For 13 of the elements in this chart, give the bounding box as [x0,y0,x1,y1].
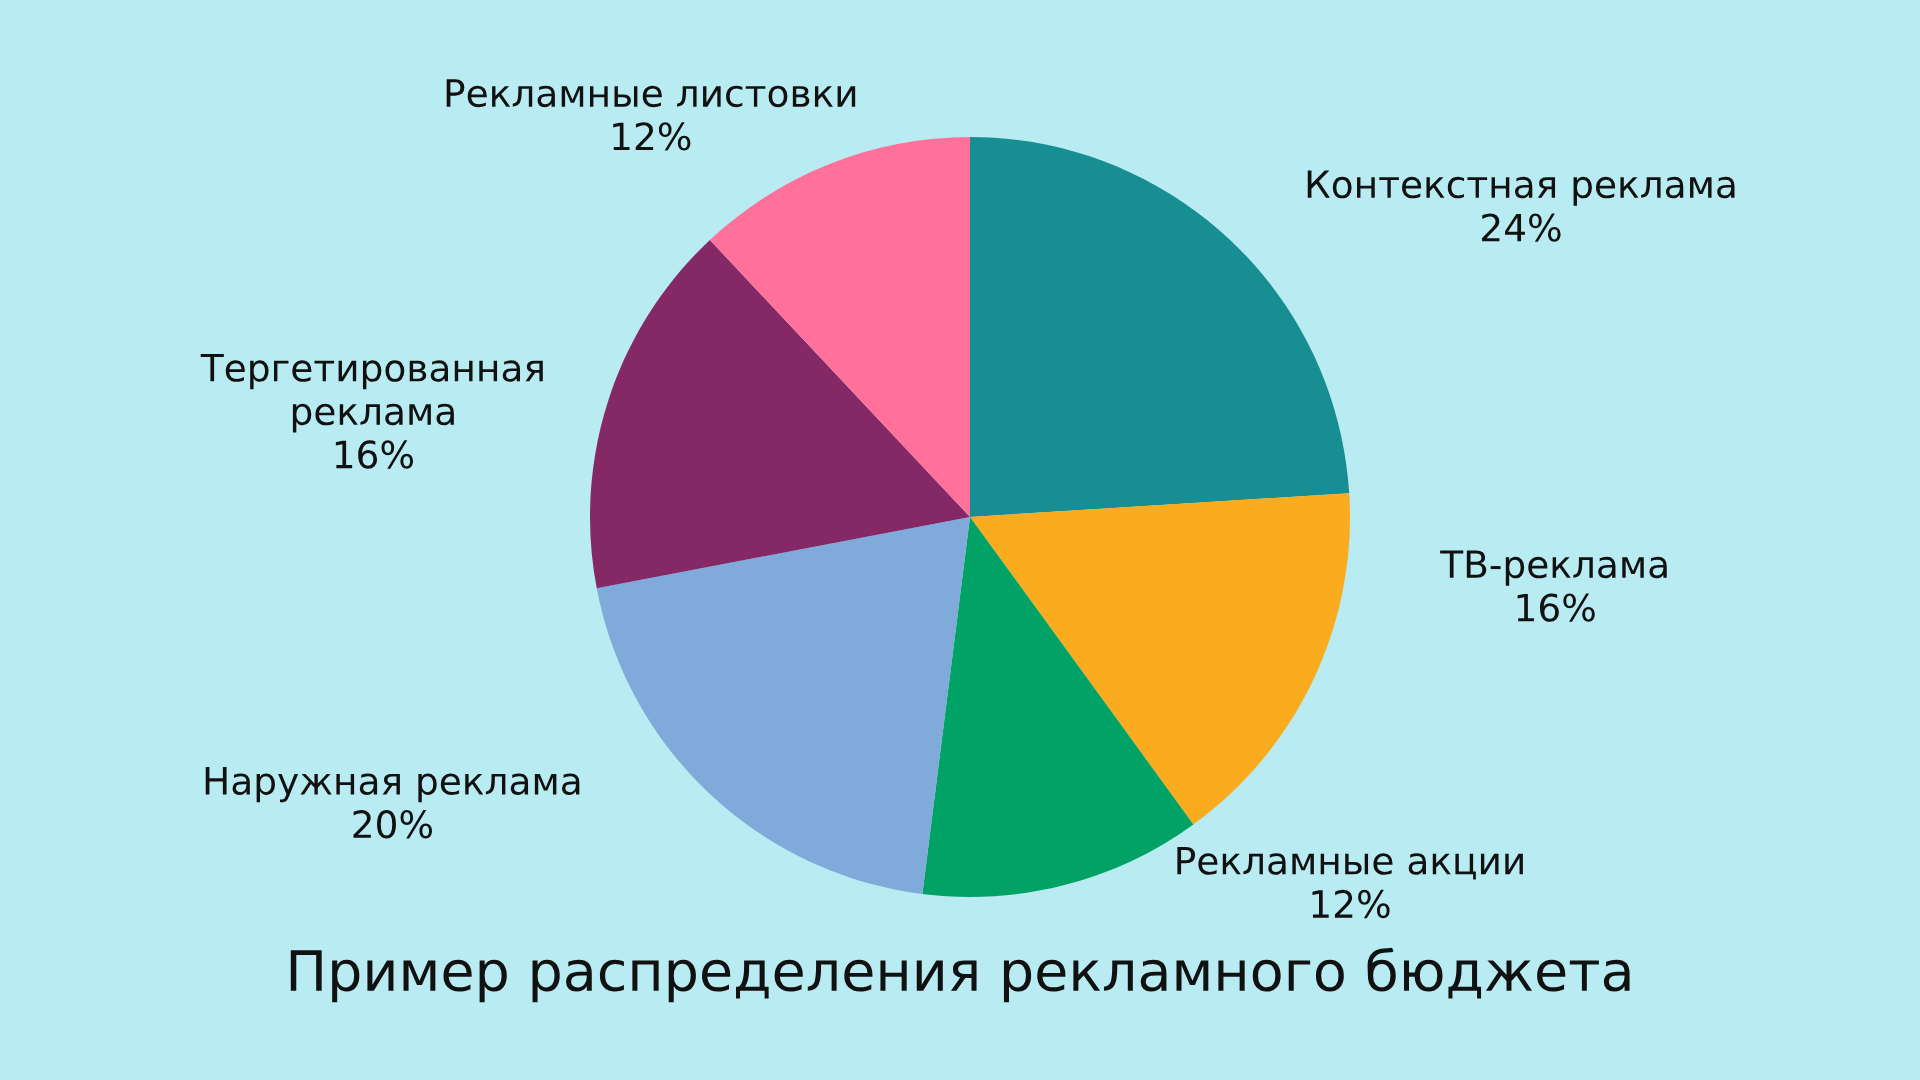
data-label: 12% [1312,889,1390,919]
text: Пример распределения рекламного бюджета [290,947,1630,1003]
data-label: 16% [335,440,413,469]
slice-label: Контекстная реклама [1307,170,1735,206]
data-label: 24% [1482,213,1561,242]
data-label: 12% [613,122,691,151]
data-label: 16% [1517,593,1595,622]
slice-label: Рекламные акции [1177,846,1523,880]
slice-label: Наружная реклама [205,767,580,803]
data-label: 20% [353,810,432,839]
slice-label: Тергетированная реклама [200,353,543,433]
slice-label: Рекламные листовки [446,79,856,108]
slice-label: ТВ-реклама [1440,550,1667,586]
